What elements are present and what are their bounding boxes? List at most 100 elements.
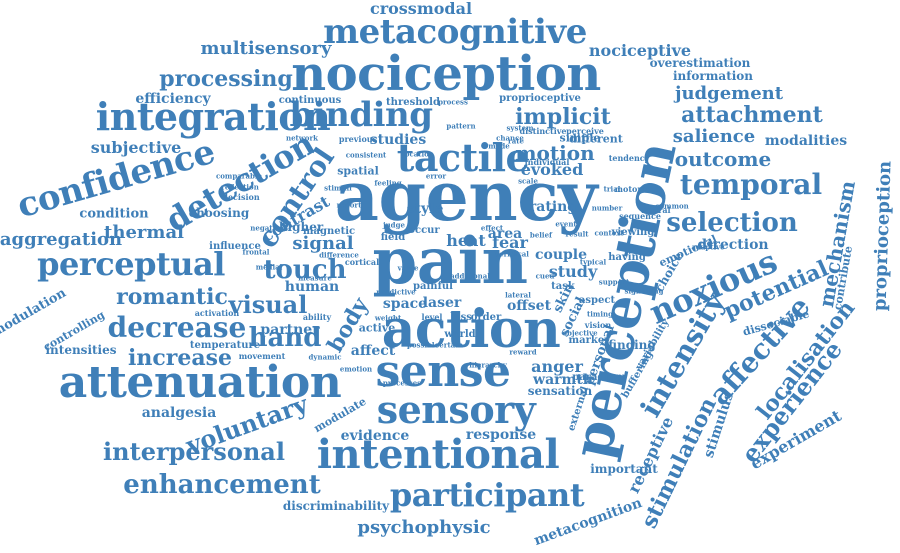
- word-adaptive: adaptive: [691, 242, 725, 252]
- word-selection: selection: [666, 208, 798, 238]
- word-task: task: [551, 281, 575, 292]
- word-offset: offset: [506, 298, 552, 314]
- word-proprioceptive: proprioceptive: [499, 93, 581, 104]
- word-world: world: [444, 329, 476, 340]
- word-effect: effect: [480, 223, 504, 233]
- word-number: number: [591, 203, 623, 213]
- word-information: information: [672, 69, 754, 83]
- word-thermal: thermal: [104, 222, 184, 243]
- word-threshold: threshold: [386, 97, 440, 108]
- word-negative: negative: [250, 223, 284, 233]
- word-objective: objective: [562, 328, 598, 338]
- word-network: network: [285, 133, 319, 143]
- word-feeling: feeling: [374, 178, 402, 188]
- word-having: having: [608, 252, 646, 263]
- word-decision: decision: [222, 192, 260, 202]
- word-attachment: attachment: [681, 102, 823, 128]
- word-system: system: [506, 123, 534, 133]
- word-crossmodal: crossmodal: [369, 0, 473, 18]
- word-metacognitive: metacognitive: [323, 12, 587, 52]
- word-attenuation: attenuation: [58, 357, 342, 408]
- word-previous: previous: [338, 134, 378, 144]
- word-location: location: [402, 149, 434, 159]
- word-hand: hand: [248, 323, 322, 353]
- word-ability: ability: [302, 312, 332, 322]
- word-predictive: predictive: [376, 287, 416, 297]
- word-certain: certain: [435, 340, 463, 350]
- word-finding: finding: [608, 338, 656, 352]
- word-measure: measure: [298, 273, 332, 283]
- word-support: support: [598, 277, 630, 287]
- word-spatial: spatial: [337, 164, 379, 178]
- word-analgesia: analgesia: [141, 405, 217, 421]
- word-sequence: sequence: [619, 211, 661, 221]
- word-marker: marker: [568, 335, 610, 346]
- word-order: order: [470, 312, 502, 323]
- word-interpersonal: interpersonal: [103, 437, 285, 466]
- word-processes: processes: [382, 378, 422, 388]
- word-simple: simple: [559, 131, 601, 145]
- word-consistent: consistent: [345, 150, 387, 160]
- word-condition: condition: [79, 206, 149, 222]
- word-implicit: implicit: [515, 104, 611, 130]
- word-stimuli: stimuli: [324, 183, 352, 193]
- word-common: common: [655, 201, 689, 211]
- word-report: report: [336, 200, 362, 210]
- word-reflection: reflection: [221, 182, 259, 192]
- word-paradigm: paradigm: [572, 372, 626, 383]
- word-psychophysic: psychophysic: [357, 517, 491, 538]
- word-value: value: [397, 263, 419, 273]
- word-level: level: [421, 312, 443, 322]
- word-veridical: veridical: [495, 249, 529, 259]
- word-discriminability: discriminability: [282, 499, 390, 513]
- word-emotion: emotion: [339, 364, 373, 374]
- word-motoric: motoric: [614, 184, 650, 194]
- word-trial: trial: [603, 184, 621, 194]
- word-integration: integration: [95, 94, 331, 139]
- word-judge: judge: [383, 220, 405, 230]
- word-signalling: signalling: [624, 286, 664, 296]
- word-outcome: outcome: [674, 147, 772, 171]
- word-higher: higher: [278, 220, 324, 234]
- word-fear: fear: [492, 233, 528, 252]
- word-difference: difference: [319, 250, 359, 260]
- word-perceptual: perceptual: [37, 245, 225, 283]
- word-multisensory: multisensory: [200, 38, 332, 59]
- word-process: process: [438, 97, 468, 107]
- word-couple: couple: [534, 247, 588, 263]
- word-typical: typical: [579, 257, 607, 267]
- word-frontal: frontal: [242, 247, 270, 257]
- word-decrease: decrease: [107, 311, 247, 344]
- word-mode: mode: [488, 141, 510, 151]
- word-style: style: [406, 201, 444, 217]
- word-salience: salience: [672, 126, 756, 147]
- word-lateral: lateral: [505, 290, 531, 300]
- word-weight: weight: [374, 313, 402, 323]
- word-result: result: [565, 229, 589, 239]
- word-anger: anger: [531, 357, 583, 376]
- word-dynamic: dynamic: [308, 352, 342, 362]
- word-evidence: evidence: [340, 428, 410, 444]
- word-pain: pain: [372, 224, 528, 299]
- word-choosing: choosing: [188, 206, 250, 220]
- word-tendency: tendency: [608, 153, 650, 163]
- word-cortical: cortical: [344, 257, 380, 267]
- word-chance: chance: [496, 133, 524, 143]
- word-tactile: tactile: [396, 135, 530, 180]
- word-nociception: nociception: [291, 46, 601, 102]
- word-scale: scale: [518, 176, 538, 186]
- word-comparable: comparable: [216, 171, 262, 181]
- word-rate: rate: [508, 136, 524, 146]
- word-evoked: evoked: [520, 160, 584, 179]
- word-aggregation: aggregation: [0, 229, 123, 250]
- word-hierarchy: hierarchy: [469, 360, 507, 370]
- word-modalities: modalities: [764, 133, 848, 149]
- word-intentional: intentional: [316, 431, 560, 478]
- word-overestimation: overestimation: [649, 56, 751, 70]
- word-studies: studies: [369, 132, 427, 148]
- word-active: active: [358, 321, 396, 335]
- word-loss: loss: [450, 312, 472, 323]
- word-event: event: [555, 219, 577, 229]
- word-visual: visual: [228, 290, 308, 319]
